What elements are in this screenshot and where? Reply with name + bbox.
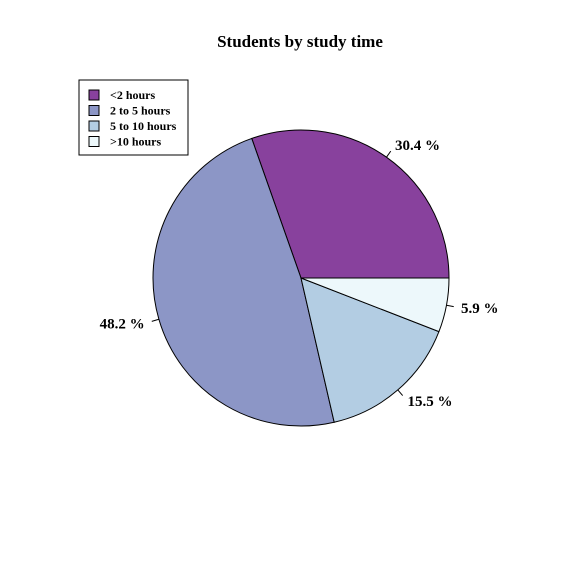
legend-label: 5 to 10 hours <box>110 119 177 133</box>
slice-value-label: 5.9 % <box>461 301 499 317</box>
legend-label: 2 to 5 hours <box>110 104 171 118</box>
legend-swatch <box>89 106 99 116</box>
legend-label: >10 hours <box>110 135 162 149</box>
slice-value-label: 48.2 % <box>100 316 145 332</box>
slice-label-tick <box>386 151 390 157</box>
pie-slices <box>153 130 449 426</box>
slice-label-tick <box>398 390 403 396</box>
legend-swatch <box>89 137 99 147</box>
chart-title: Students by study time <box>217 32 383 51</box>
slice-label-tick <box>446 305 453 306</box>
legend-label: <2 hours <box>110 88 156 102</box>
legend-swatch <box>89 121 99 131</box>
slice-value-label: 15.5 % <box>408 394 453 410</box>
slice-value-label: 30.4 % <box>395 138 440 154</box>
slice-label-tick <box>152 319 159 321</box>
legend-swatch <box>89 90 99 100</box>
